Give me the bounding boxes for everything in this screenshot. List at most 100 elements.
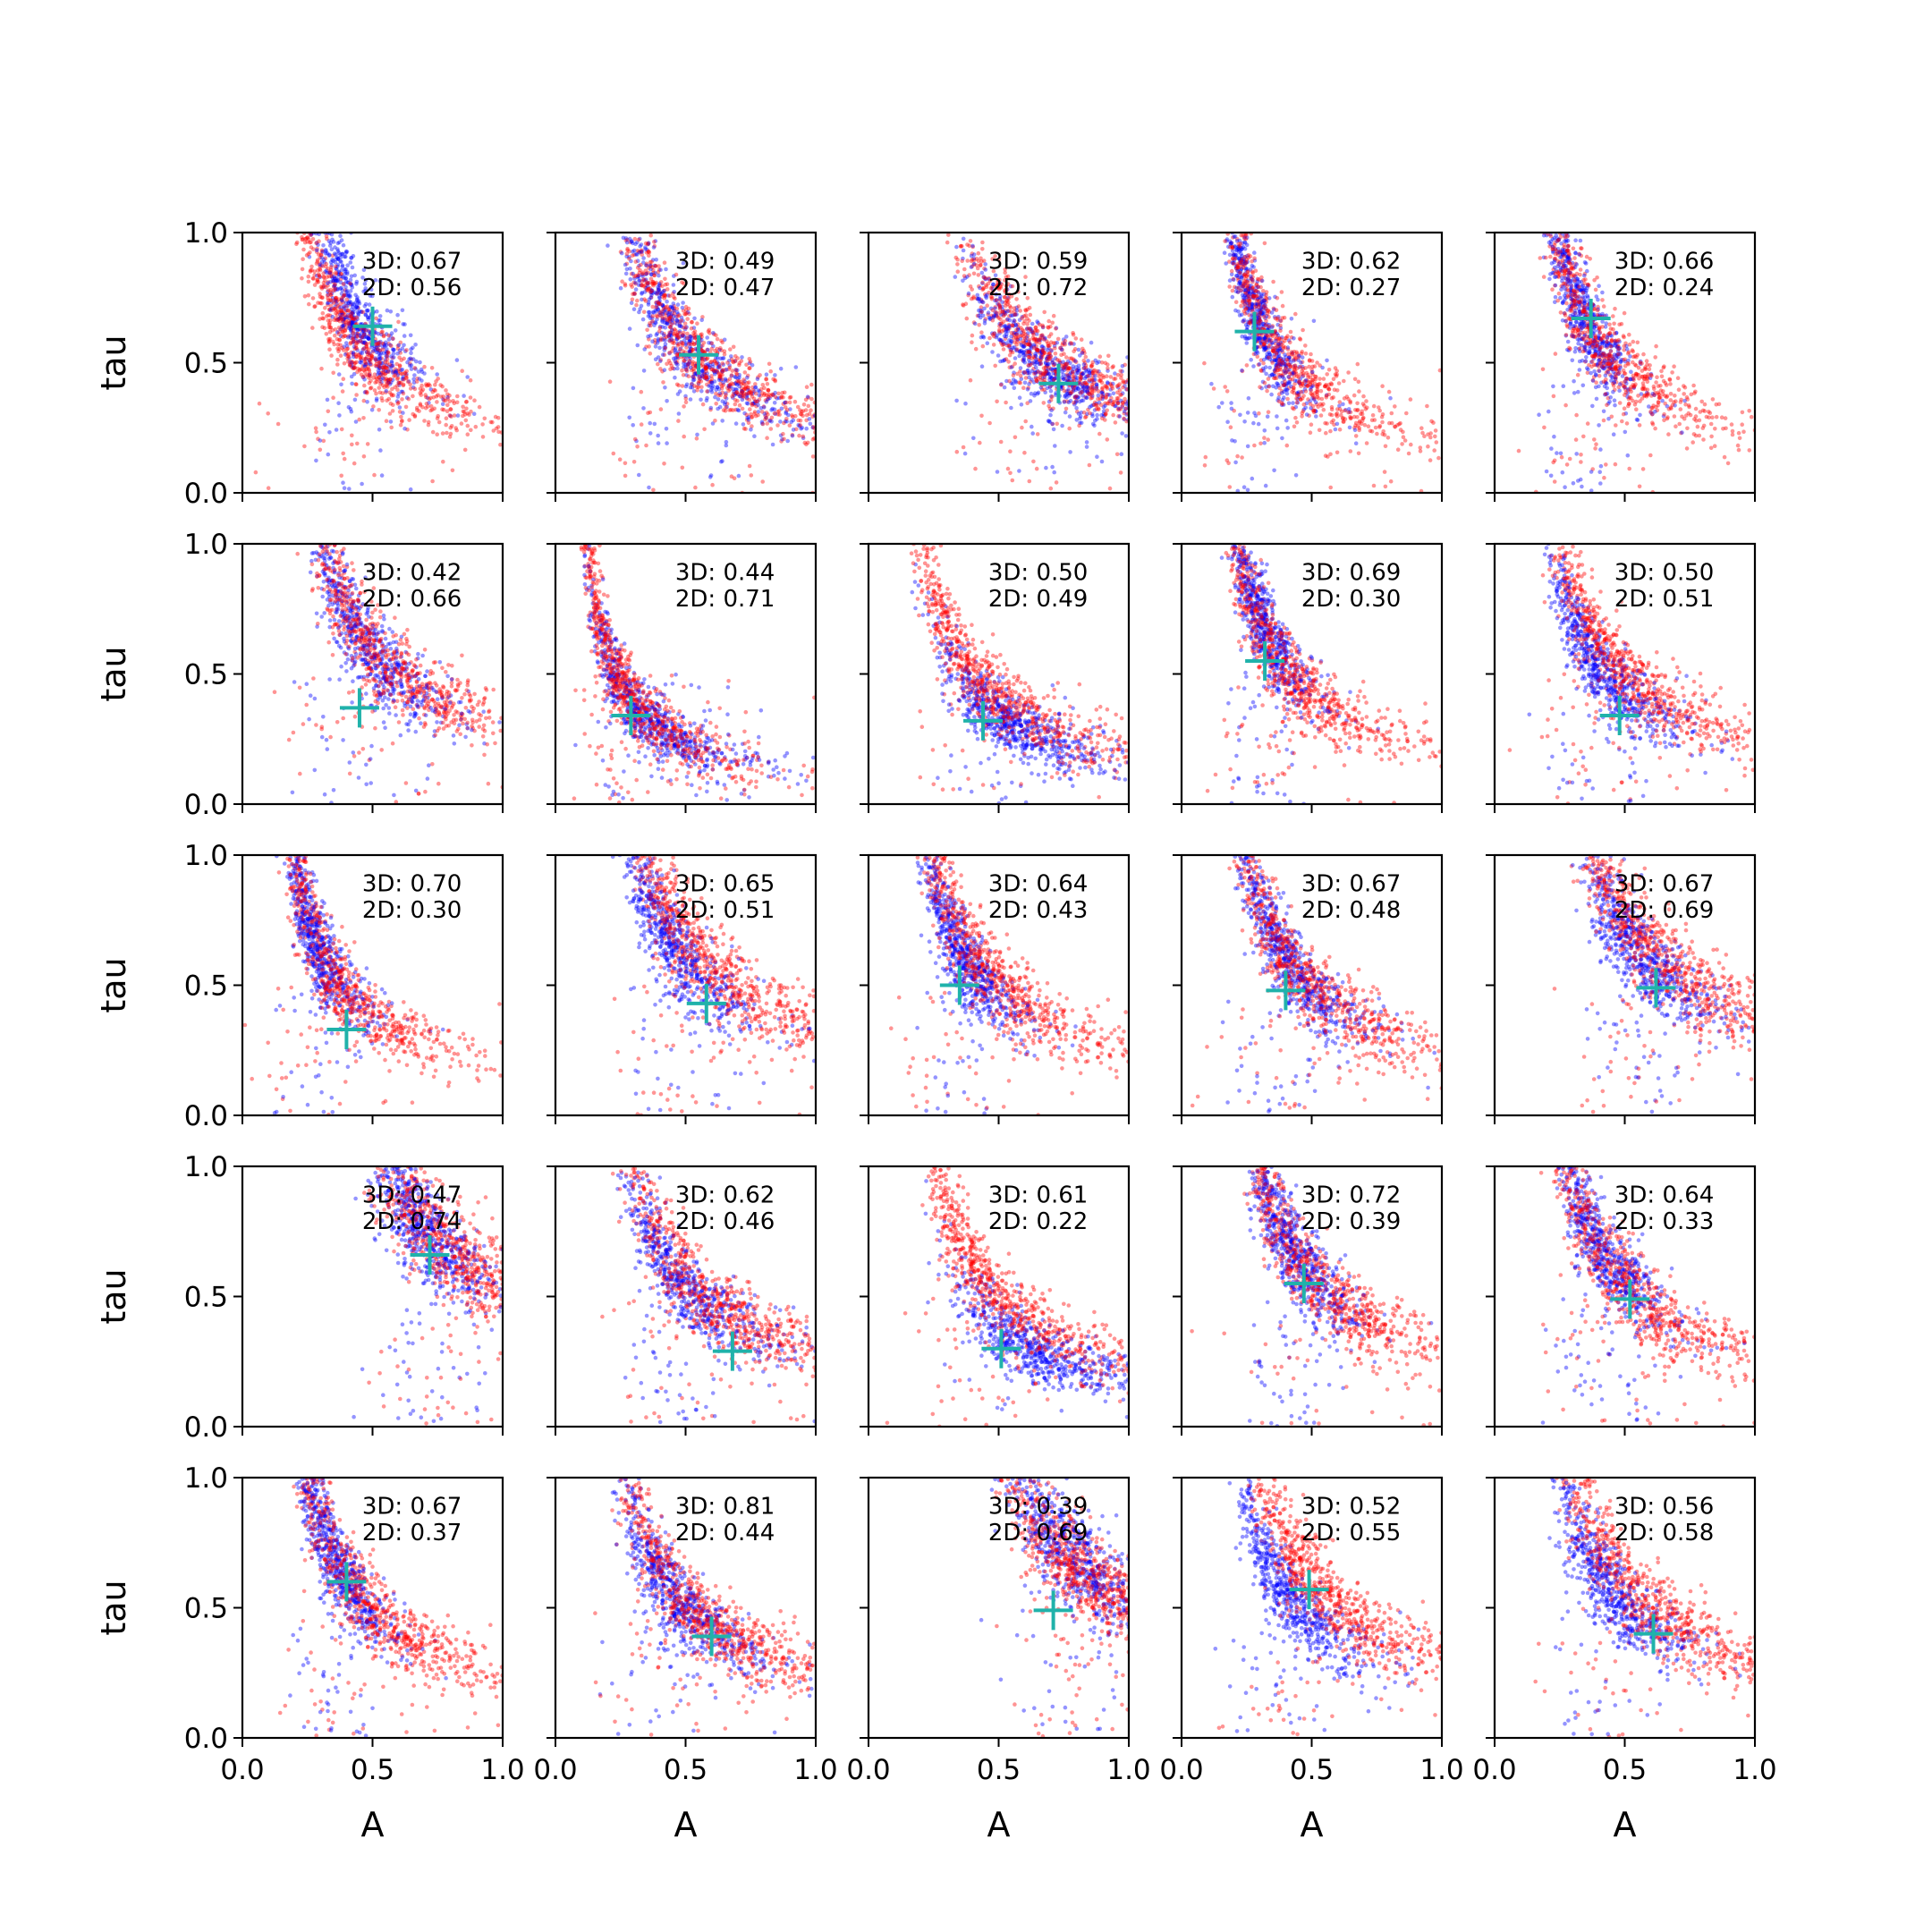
scatter-point — [669, 334, 674, 338]
scatter-point — [395, 373, 401, 377]
scatter-point — [1024, 326, 1030, 331]
scatter-point — [663, 292, 667, 298]
scatter-point — [1285, 426, 1290, 430]
scatter-point — [708, 341, 714, 345]
scatter-point — [418, 386, 423, 391]
scatter-point — [1071, 376, 1076, 381]
scatter-point — [657, 326, 663, 330]
scatter-point — [656, 336, 661, 342]
scatter-point — [1007, 324, 1012, 328]
scatter-point — [1019, 348, 1024, 353]
scatter-point — [1262, 339, 1267, 343]
scatter-point — [435, 372, 440, 377]
scatter-point — [1267, 365, 1272, 370]
scatter-point — [725, 378, 730, 384]
scatter-point — [366, 328, 371, 334]
scatter-point — [718, 372, 723, 377]
scatter-point — [1318, 381, 1322, 386]
scatter-point — [435, 416, 440, 421]
scatter-point — [1088, 404, 1092, 410]
scatter-point — [651, 267, 656, 273]
scatter-point — [350, 314, 354, 318]
scatter-point — [330, 237, 335, 242]
scatter-point — [1226, 461, 1231, 466]
scatter-point — [338, 286, 343, 291]
scatter-point — [1013, 356, 1018, 360]
scatter-point — [691, 333, 697, 338]
scatter-point — [432, 387, 436, 393]
scatter-point — [1325, 358, 1329, 363]
scatter-point — [716, 363, 722, 369]
scatter-point — [685, 317, 690, 321]
scatter-point — [1428, 435, 1433, 440]
scatter-point — [1261, 301, 1266, 306]
scatter-point — [327, 313, 333, 318]
scatter-point — [395, 383, 400, 388]
scatter-point — [766, 412, 770, 417]
scatter-point — [681, 325, 686, 330]
scatter-point — [1393, 425, 1397, 429]
scatter-point — [1059, 347, 1064, 352]
scatter-point — [465, 375, 470, 379]
scatter-point — [1081, 366, 1087, 370]
scatter-point — [325, 275, 329, 280]
scatter-point — [1061, 367, 1066, 371]
scatter-point — [1308, 375, 1313, 380]
scatter-point — [1233, 266, 1239, 271]
scatter-point — [651, 245, 657, 250]
scatter-point — [1238, 270, 1242, 275]
scatter-point — [346, 294, 351, 299]
scatter-point — [1014, 305, 1019, 310]
scatter-point — [1243, 287, 1249, 292]
scatter-point — [1001, 342, 1006, 347]
scatter-point — [1288, 364, 1293, 369]
scatter-point — [341, 317, 346, 321]
scatter-point — [711, 369, 716, 374]
scatter-point — [316, 301, 320, 305]
scatter-point — [346, 280, 351, 285]
scatter-point — [1288, 372, 1292, 377]
scatter-point — [771, 377, 775, 382]
scatter-point — [979, 263, 983, 267]
scatter-point — [715, 385, 720, 390]
scatter-point — [384, 419, 389, 424]
scatter-point — [651, 270, 656, 275]
scatter-point — [1280, 350, 1285, 354]
scatter-point — [984, 284, 989, 290]
scatter-point — [1046, 399, 1052, 404]
scatter-point — [1004, 284, 1009, 288]
scatter-point — [369, 287, 374, 292]
scatter-point — [1258, 318, 1262, 323]
scatter-point — [395, 343, 401, 348]
scatter-point — [1255, 279, 1260, 284]
scatter-point — [719, 338, 724, 343]
scatter-point — [339, 271, 343, 276]
scatter-point — [740, 389, 744, 394]
scatter-point — [387, 377, 393, 382]
scatter-point — [338, 258, 343, 264]
scatter-point — [1233, 245, 1238, 250]
scatter-point — [1230, 246, 1234, 251]
scatter-point — [1022, 450, 1027, 455]
scatter-point — [348, 362, 353, 368]
scatter-point — [1247, 299, 1252, 303]
scatter-point — [740, 355, 744, 360]
scatter-point — [1083, 380, 1088, 386]
scatter-point — [352, 366, 357, 371]
scatter-point — [367, 358, 372, 363]
scatter-point — [1114, 452, 1120, 457]
scatter-point — [979, 413, 984, 419]
scatter-point — [333, 333, 337, 338]
scatter-point — [681, 318, 685, 323]
scatter-point — [1025, 307, 1030, 312]
scatter-point — [1021, 356, 1026, 361]
scatter-point — [772, 411, 777, 416]
scatter-point — [375, 309, 379, 314]
scatter-point — [342, 292, 347, 298]
scatter-point — [1123, 402, 1129, 406]
scatter-point — [684, 308, 689, 313]
scatter-point — [750, 415, 754, 419]
scatter-point — [1267, 338, 1272, 343]
scatter-point — [1360, 416, 1366, 421]
scatter-point — [638, 267, 642, 273]
